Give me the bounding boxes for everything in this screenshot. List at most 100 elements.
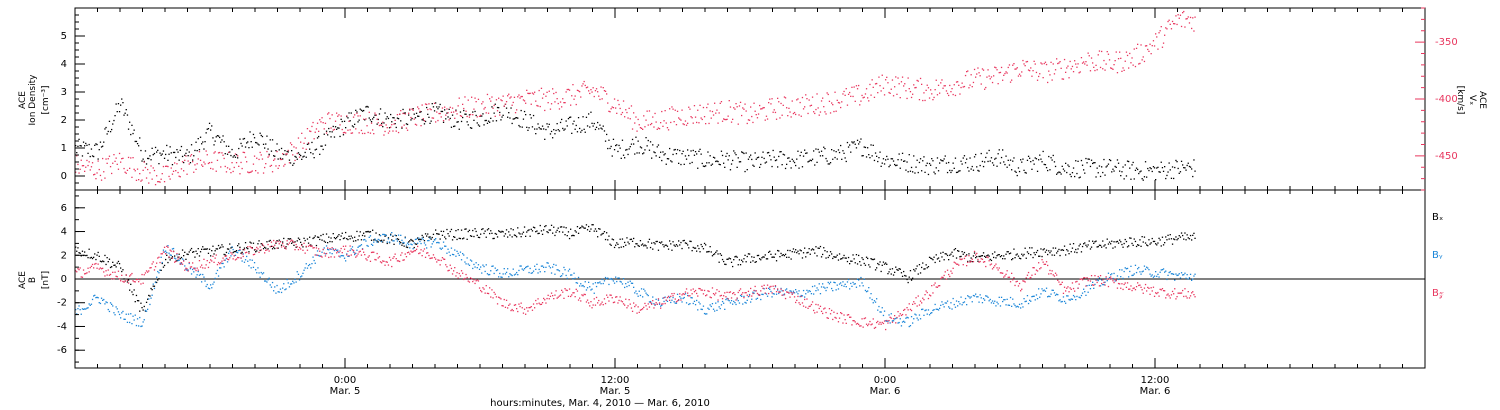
data-point xyxy=(576,89,579,91)
data-point xyxy=(906,278,908,281)
data-point xyxy=(520,302,522,304)
data-point xyxy=(544,225,546,228)
data-point xyxy=(739,294,742,297)
data-point xyxy=(1035,158,1038,160)
data-point xyxy=(267,279,269,281)
data-point xyxy=(252,242,255,244)
data-point xyxy=(213,144,215,146)
data-point xyxy=(818,114,820,116)
data-point xyxy=(849,288,851,290)
data-point xyxy=(295,147,297,149)
data-point xyxy=(486,273,489,275)
data-point xyxy=(984,161,986,163)
data-point xyxy=(242,255,244,258)
data-point xyxy=(717,160,719,163)
data-point xyxy=(457,121,459,123)
data-point xyxy=(1117,278,1120,281)
data-point xyxy=(469,113,472,116)
data-point xyxy=(539,271,541,273)
data-point xyxy=(1045,287,1048,289)
data-point xyxy=(909,325,912,327)
data-point xyxy=(274,158,276,160)
data-point xyxy=(841,312,843,315)
data-point xyxy=(388,256,391,259)
data-point xyxy=(708,162,710,164)
data-point xyxy=(733,300,735,303)
data-point xyxy=(262,248,265,250)
data-point xyxy=(401,244,403,246)
data-point xyxy=(783,294,786,296)
data-point xyxy=(1043,163,1045,166)
data-point xyxy=(709,304,711,306)
data-point xyxy=(557,227,559,229)
data-point xyxy=(85,142,87,145)
data-point xyxy=(1004,275,1006,277)
data-point xyxy=(291,239,293,241)
data-point xyxy=(981,160,984,163)
data-point xyxy=(584,293,586,296)
data-point xyxy=(253,253,256,255)
data-point xyxy=(815,108,817,111)
data-point xyxy=(1175,159,1177,162)
data-point xyxy=(774,111,777,114)
data-point xyxy=(1008,253,1011,255)
data-point xyxy=(1089,165,1092,168)
data-point xyxy=(208,162,211,164)
data-point xyxy=(742,151,744,154)
data-point xyxy=(178,256,180,258)
data-point xyxy=(649,123,652,126)
data-point xyxy=(339,135,341,138)
data-point xyxy=(454,267,456,269)
data-point xyxy=(176,253,178,255)
data-point xyxy=(1144,161,1147,163)
data-point xyxy=(1021,161,1023,163)
data-point xyxy=(473,108,475,110)
data-point xyxy=(654,112,656,115)
data-point xyxy=(613,98,616,100)
data-point xyxy=(930,257,932,259)
data-point xyxy=(898,83,900,85)
data-point xyxy=(476,267,478,269)
data-point xyxy=(1031,296,1033,298)
data-point xyxy=(1014,304,1016,307)
data-point xyxy=(444,106,446,108)
data-point xyxy=(217,275,220,277)
data-point xyxy=(238,243,240,245)
data-point xyxy=(338,251,340,254)
data-point xyxy=(535,231,537,233)
data-point xyxy=(685,302,688,304)
data-point xyxy=(141,307,143,309)
data-point xyxy=(724,166,726,168)
data-point xyxy=(429,257,431,260)
data-point xyxy=(107,261,109,263)
data-point xyxy=(75,145,77,147)
data-point xyxy=(1092,281,1094,283)
data-point xyxy=(905,169,907,171)
data-point xyxy=(162,150,165,152)
data-point xyxy=(115,103,117,105)
data-point xyxy=(293,146,295,148)
data-point xyxy=(690,297,692,299)
data-point xyxy=(374,112,376,114)
data-point xyxy=(685,242,688,245)
data-point xyxy=(778,250,780,252)
data-point xyxy=(435,258,437,260)
data-point xyxy=(127,282,130,284)
data-point xyxy=(1133,287,1135,289)
data-point xyxy=(953,303,955,306)
data-point xyxy=(297,249,300,251)
data-point xyxy=(899,167,901,169)
data-point xyxy=(910,309,913,312)
data-point xyxy=(843,285,845,287)
data-point xyxy=(153,285,156,287)
data-point xyxy=(583,227,585,229)
data-point xyxy=(97,263,99,265)
data-point xyxy=(273,239,275,242)
data-point xyxy=(1040,293,1042,295)
data-point xyxy=(814,285,816,287)
data-point xyxy=(349,245,351,247)
data-point xyxy=(473,119,475,121)
data-point xyxy=(915,314,917,316)
data-point xyxy=(1147,267,1149,269)
data-point xyxy=(492,297,494,299)
